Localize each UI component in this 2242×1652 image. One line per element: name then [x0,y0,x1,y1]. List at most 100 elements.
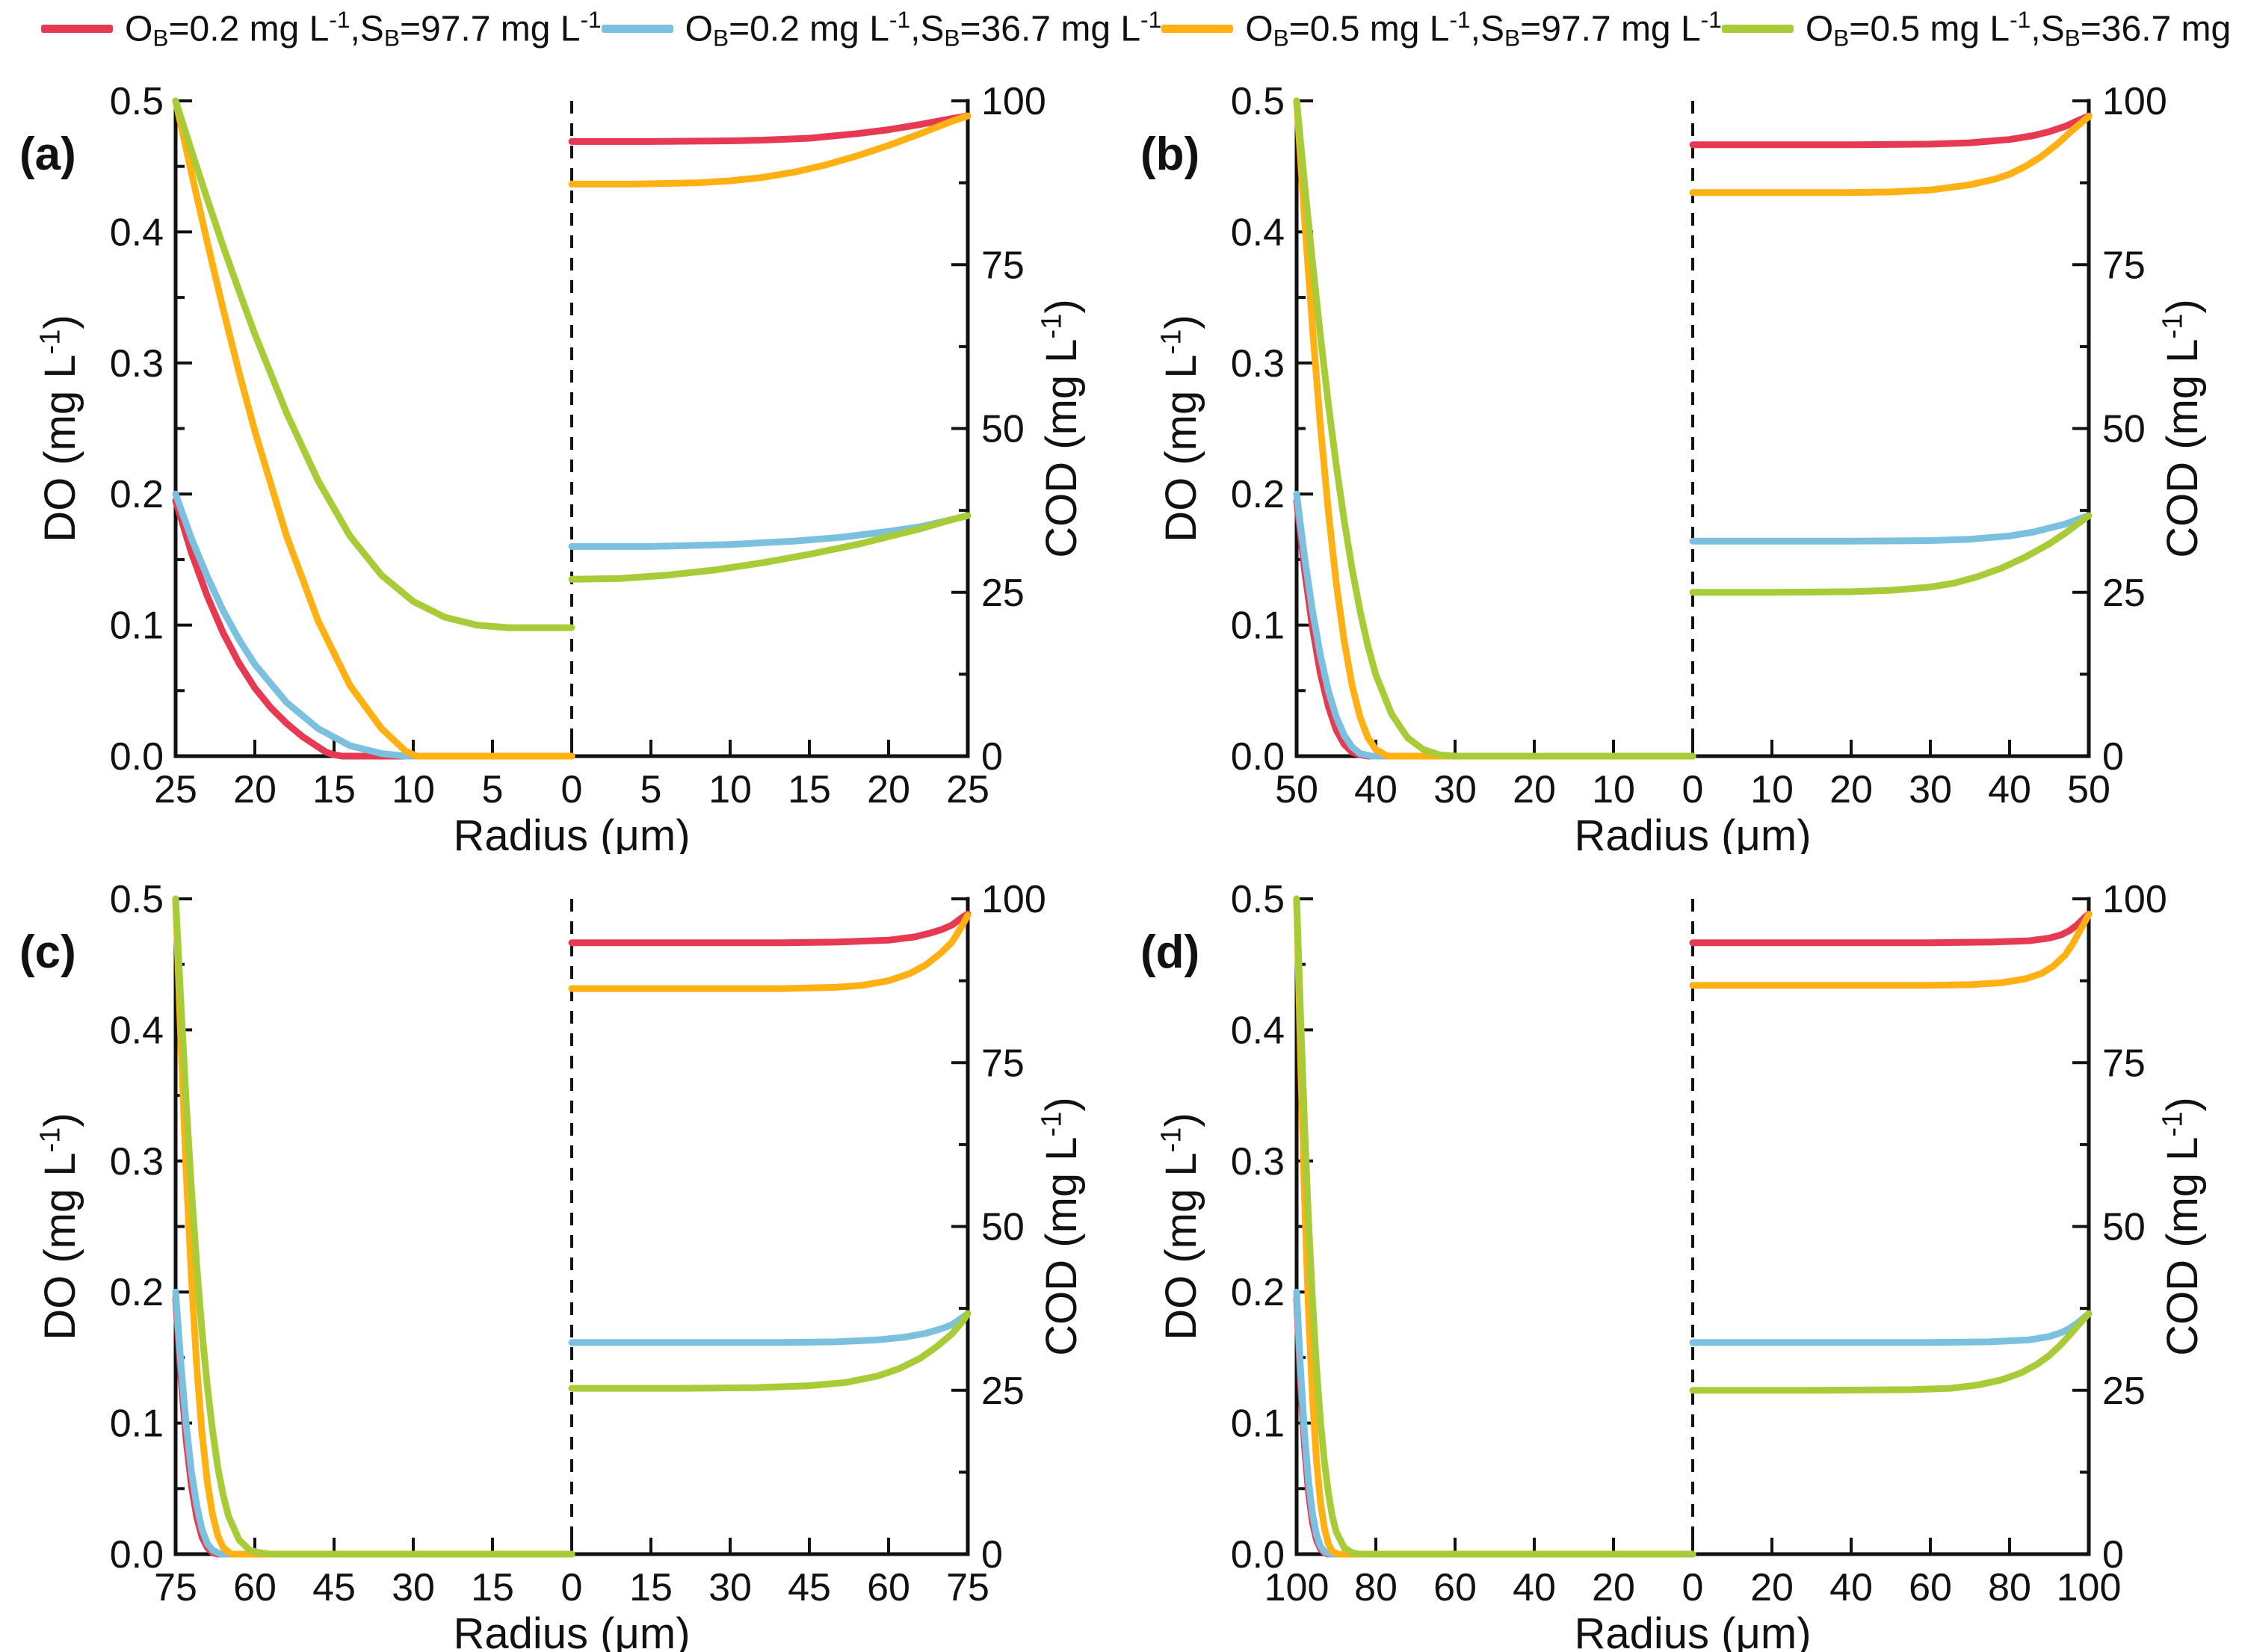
svg-text:10: 10 [708,768,752,811]
panel-c-tick-labels: 0.0 0.1 0.2 0.3 0.4 0.5 0 25 50 75 100 75 60 45 30 15 0 1… [110,878,1046,1609]
svg-text:100: 100 [981,878,1046,921]
panel-b-do-curve-blue [1293,490,1696,760]
svg-text:0.4: 0.4 [1231,211,1285,254]
svg-text:45: 45 [312,1566,356,1609]
panel-b-x-axis-title: Radius (μm) [1574,811,1811,854]
legend-label-blue: OB=0.2 mg L-1,SB=36.7 mg L-1 [685,5,1162,52]
svg-text:20: 20 [1829,768,1873,811]
panel-a-cod-curve-orange [568,112,972,188]
svg-text:75: 75 [2102,244,2146,287]
svg-text:0.4: 0.4 [110,211,164,254]
svg-text:25: 25 [946,768,989,811]
svg-text:0.1: 0.1 [110,604,164,648]
svg-text:75: 75 [154,1566,197,1609]
svg-text:100: 100 [981,80,1046,123]
panel-b-label: (b) [1140,129,1199,180]
svg-text:0.3: 0.3 [110,1140,164,1184]
svg-text:40: 40 [1829,1566,1873,1609]
svg-text:0.1: 0.1 [1231,1402,1285,1446]
svg-text:50: 50 [2067,768,2110,811]
panel-c-cod-curve-red [568,910,972,947]
svg-text:25: 25 [981,1370,1025,1413]
panel-b-cod-curve-green [1689,512,2093,596]
panel-b-do-curve-green [1293,97,1696,760]
legend-label-green: OB=0.5 mg L-1,SB=36.7 mg L-1 [1805,5,2242,52]
legend-item-orange: OB=0.5 mg L-1,SB=97.7 mg L-1 [1161,5,1722,52]
panel-a-x-axis-title: Radius (μm) [453,811,690,854]
panel-d-y-left-axis-title: DO (mg L-1) [1156,1113,1205,1340]
svg-text:5: 5 [482,768,504,811]
svg-text:50: 50 [981,408,1025,451]
svg-text:50: 50 [981,1206,1025,1249]
panel-c-do-curve-green [172,895,575,1558]
panel-c-cod-curve-green [568,1310,972,1392]
legend-line-swatch-orange [1161,25,1234,34]
panel-b-cod-curve-red [1689,112,2093,149]
panel-d-do-curve-orange [1293,895,1696,1558]
svg-text:0: 0 [1682,768,1704,811]
svg-text:0.2: 0.2 [110,1271,164,1314]
svg-text:80: 80 [1354,1566,1398,1609]
svg-text:0.3: 0.3 [1231,1140,1285,1184]
svg-text:60: 60 [867,1566,910,1609]
panel-b-cod-curve-blue [1689,512,2093,545]
legend-item-red: OB=0.2 mg L-1,SB=97.7 mg L-1 [41,5,602,52]
svg-text:0: 0 [981,735,1003,779]
svg-text:0.0: 0.0 [110,735,164,779]
legend-item-green: OB=0.5 mg L-1,SB=36.7 mg L-1 [1721,5,2242,52]
panel-c-do-curve-red [172,1295,575,1558]
svg-text:40: 40 [1354,768,1398,811]
svg-text:0.0: 0.0 [1231,735,1285,779]
svg-text:0: 0 [1682,1566,1704,1609]
panel-c-cod-curve-orange [568,912,972,992]
svg-text:0: 0 [981,1533,1003,1577]
svg-text:0.2: 0.2 [110,473,164,516]
svg-text:45: 45 [788,1566,831,1609]
svg-text:10: 10 [1750,768,1794,811]
svg-text:20: 20 [1750,1566,1794,1609]
legend-label-red: OB=0.2 mg L-1,SB=97.7 mg L-1 [125,5,602,52]
panel-c-do-curve-orange [172,895,575,1558]
svg-text:50: 50 [2102,1206,2146,1249]
panel-b-y-right-axis-title: COD (mg L-1) [2158,299,2207,557]
svg-text:0.5: 0.5 [110,878,164,921]
panel-c-chart: 0.0 0.1 0.2 0.3 0.4 0.5 0 25 50 75 100 75 60 45 30 15 0 1… [19,878,1086,1652]
svg-text:20: 20 [1592,1566,1635,1609]
panel-d-do-curve-green [1293,895,1696,1558]
svg-text:80: 80 [1988,1566,2031,1609]
panel-d-label: (d) [1140,926,1199,978]
panel-b-y-left-axis-title: DO (mg L-1) [1156,315,1205,542]
svg-text:0.2: 0.2 [1231,473,1285,516]
panel-d-do-curve-blue [1293,1288,1696,1558]
svg-text:0: 0 [561,768,583,811]
svg-text:25: 25 [2102,1370,2146,1413]
panel-b-do-curve-red [1293,497,1696,760]
svg-text:15: 15 [629,1566,673,1609]
panel-a-do-curve-red [172,497,575,760]
panel-c-x-axis-title: Radius (μm) [453,1609,690,1652]
svg-text:0.5: 0.5 [1231,80,1285,123]
panel-a-do-curve-orange [172,97,575,760]
panel-c-do-curve-blue [172,1288,575,1558]
svg-text:25: 25 [154,768,197,811]
svg-text:30: 30 [392,1566,435,1609]
svg-text:40: 40 [1513,1566,1556,1609]
svg-text:0.5: 0.5 [1231,878,1285,921]
svg-text:10: 10 [392,768,435,811]
panel-a-label: (a) [19,129,76,180]
svg-text:60: 60 [1909,1566,1952,1609]
svg-text:0.2: 0.2 [1231,1271,1285,1314]
legend-line-swatch-red [41,25,113,34]
svg-text:0.3: 0.3 [110,342,164,386]
svg-text:0.0: 0.0 [110,1533,164,1577]
svg-text:0.4: 0.4 [110,1009,164,1052]
panel-d-y-right-axis-title: COD (mg L-1) [2158,1097,2207,1355]
svg-text:0.1: 0.1 [1231,604,1285,648]
svg-text:75: 75 [946,1566,989,1609]
svg-text:15: 15 [471,1566,514,1609]
legend-label-orange: OB=0.5 mg L-1,SB=97.7 mg L-1 [1245,5,1722,52]
svg-text:25: 25 [2102,572,2146,615]
